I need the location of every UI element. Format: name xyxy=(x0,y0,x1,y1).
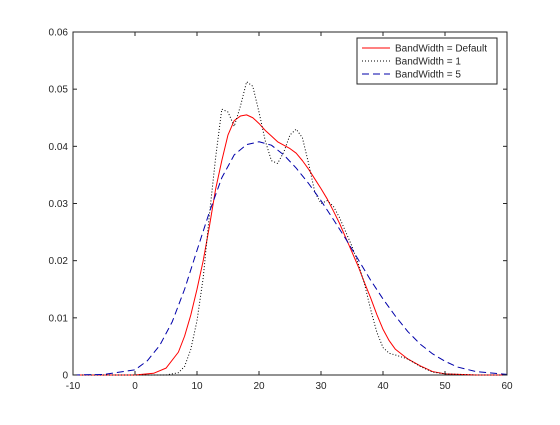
y-tick-label: 0.02 xyxy=(49,256,69,267)
series-line-2 xyxy=(73,81,507,376)
y-tick-label: 0.01 xyxy=(49,313,69,324)
y-tick-label: 0.05 xyxy=(49,85,69,96)
series-layer xyxy=(72,81,508,376)
x-tick-label: 30 xyxy=(315,381,327,392)
y-tick-label: 0.04 xyxy=(49,142,69,153)
legend: BandWidth = Default BandWidth = 1 BandWidt… xyxy=(356,37,498,85)
y-tick-label: 0.03 xyxy=(49,199,69,210)
x-tick-label: 40 xyxy=(377,381,389,392)
y-tick-label: 0 xyxy=(62,371,68,382)
axes-box xyxy=(72,31,508,376)
y-tick-label: 0.06 xyxy=(49,28,69,39)
x-tick-label: 20 xyxy=(253,381,265,392)
legend-label-2: BandWidth = 1 xyxy=(395,57,461,68)
legend-label-3: BandWidth = 5 xyxy=(395,70,461,81)
x-tick-label: 50 xyxy=(439,381,451,392)
x-tick-label: 60 xyxy=(501,381,513,392)
legend-label-1: BandWidth = Default xyxy=(395,44,487,55)
series-line-1 xyxy=(73,114,507,376)
x-tick-label: 10 xyxy=(191,381,203,392)
ticks-layer: -10 0 10 20 30 40 50 6000.010.020.030.040.050.0… xyxy=(49,28,513,393)
x-tick-label: -10 xyxy=(66,381,81,392)
x-tick-label: 0 xyxy=(132,381,138,392)
series-line-3 xyxy=(72,141,508,376)
